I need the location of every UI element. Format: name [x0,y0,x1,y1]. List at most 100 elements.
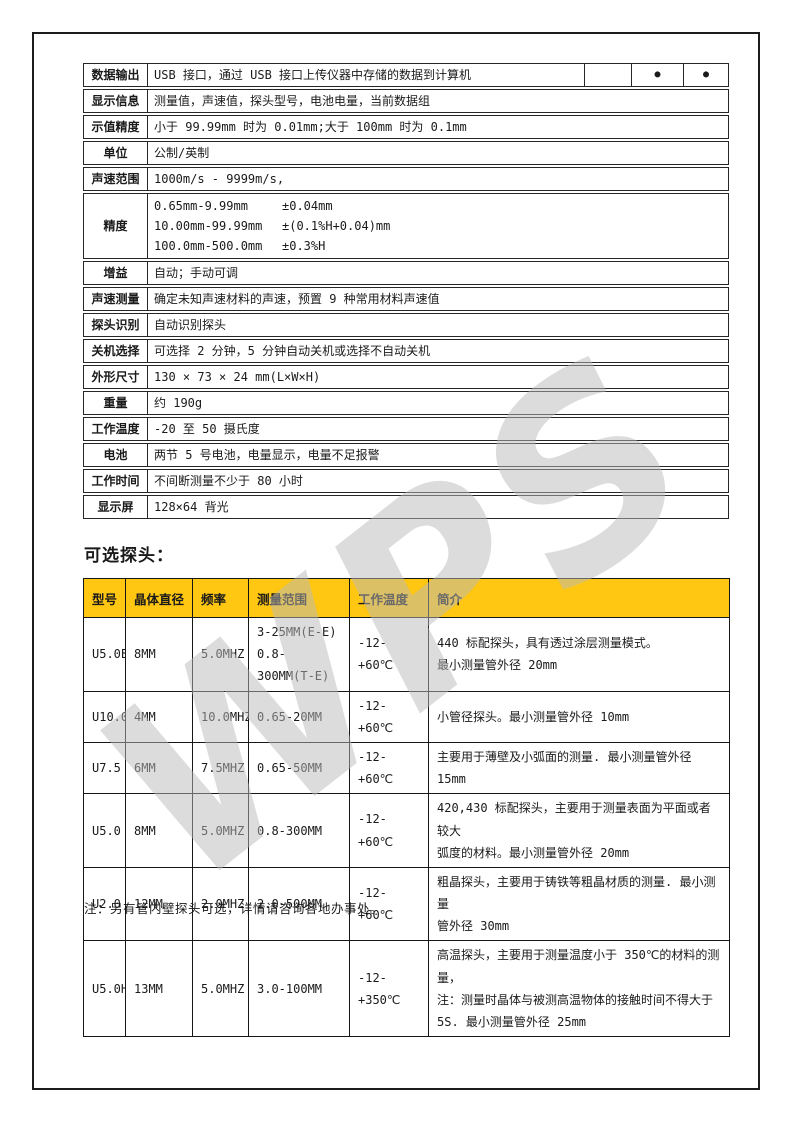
probe-frequency: 5.0MHZ [192,617,249,692]
spec-row-resolution: 示值精度 小于 99.99mm 时为 0.01mm;大于 100mm 时为 0.… [83,115,729,139]
probe-model: U5.0 [83,793,126,868]
probe-description: 主要用于薄壁及小弧面的测量. 最小测量管外径 15mm [428,741,730,795]
probe-description: 440 标配探头，具有透过涂层测量模式。 最小测量管外径 20mm [428,617,730,692]
column-header-working-temp: 工作温度 [349,578,429,618]
column-header-frequency: 频率 [192,578,249,618]
spec-value: 测量值，声速值，探头型号，电池电量，当前数据组 [148,89,729,113]
spec-label: 显示屏 [83,495,148,519]
probe-crystal: 8MM [125,617,193,692]
probe-range: 0.8-300MM [248,793,350,868]
spec-value: -20 至 50 摄氏度 [148,417,729,441]
spec-row-working-time: 工作时间 不间断测量不少于 80 小时 [83,469,729,493]
feature-dot: ● [684,63,729,87]
column-header-measure-range: 测量范围 [248,578,350,618]
spec-label: 精度 [83,193,148,259]
probe-temp: -12-+60℃ [349,617,429,692]
spec-row-probe-recognition: 探头识别 自动识别探头 [83,313,729,337]
accuracy-tolerance: ±0.04mm [282,199,333,213]
spec-value: 小于 99.99mm 时为 0.01mm;大于 100mm 时为 0.1mm [148,115,729,139]
probe-description: 420,430 标配探头，主要用于测量表面为平面或者较大 弧度的材料。最小测量管… [428,793,730,868]
spec-table: 数据输出 USB 接口，通过 USB 接口上传仪器中存储的数据到计算机 ● ● … [83,61,729,521]
probe-model: U7.5 [83,741,126,795]
spec-label: 关机选择 [83,339,148,363]
spec-row-gain: 增益 自动；手动可调 [83,261,729,285]
probe-row-u75: U7.5 6MM 7.5MHZ 0.65-50MM -12-+60℃ 主要用于薄… [83,741,730,795]
probe-model: U5.0HT [83,940,126,1038]
footnote: 注：另有管内壁探头可选，详情请咨询各地办事处。 [84,901,384,916]
spec-value: 128×64 背光 [148,495,729,519]
probe-temp: -12-+350℃ [349,940,429,1038]
spec-row-battery: 电池 两节 5 号电池，电量显示，电量不足报警 [83,443,729,467]
spec-label: 增益 [83,261,148,285]
section-heading-optional-probes: 可选探头： [84,546,174,566]
spec-label: 外形尺寸 [83,365,148,389]
probe-crystal: 13MM [125,940,193,1038]
probe-frequency: 5.0MHZ [192,793,249,868]
accuracy-tolerance: ±0.3%H [282,239,326,253]
spec-value: 两节 5 号电池，电量显示，电量不足报警 [148,443,729,467]
spec-value: 自动识别探头 [148,313,729,337]
accuracy-line: 10.00mm-99.99mm ±(0.1%H+0.04)mm [154,216,722,236]
accuracy-tolerance: ±(0.1%H+0.04)mm [282,219,391,233]
probe-model: U10.0 [83,690,126,743]
probe-description: 粗晶探头，主要用于铸铁等粗晶材质的测量. 最小测量 管外径 30mm [428,866,730,942]
spec-label: 声速测量 [83,287,148,311]
spec-value: USB 接口，通过 USB 接口上传仪器中存储的数据到计算机 [148,63,585,87]
probe-range: 0.65-20MM [248,690,350,743]
probe-crystal: 6MM [125,741,193,795]
spec-label: 探头识别 [83,313,148,337]
probe-model: U5.0E [83,617,126,692]
accuracy-range: 0.65mm-9.99mm [154,199,248,213]
spec-value: 自动；手动可调 [148,261,729,285]
spec-row-accuracy: 精度 0.65mm-9.99mm ±0.04mm 10.00mm-99.99mm ±… [83,193,729,259]
spec-row-data-output: 数据输出 USB 接口，通过 USB 接口上传仪器中存储的数据到计算机 ● ● [83,63,729,87]
column-header-crystal-diameter: 晶体直径 [125,578,193,618]
spec-value: 130 × 73 × 24 mm(L×W×H) [148,365,729,389]
probe-temp: -12-+60℃ [349,793,429,868]
spec-accuracy-cell: 0.65mm-9.99mm ±0.04mm 10.00mm-99.99mm ±(0.… [148,193,729,259]
probe-frequency: 7.5MHZ [192,741,249,795]
spec-label: 重量 [83,391,148,415]
spec-label: 显示信息 [83,89,148,113]
accuracy-line: 100.0mm-500.0mm ±0.3%H [154,236,722,256]
spec-row-weight: 重量 约 190g [83,391,729,415]
spec-row-display-info: 显示信息 测量值，声速值，探头型号，电池电量，当前数据组 [83,89,729,113]
probe-row-u50: U5.0 8MM 5.0MHZ 0.8-300MM -12-+60℃ 420,4… [83,793,730,868]
column-header-model: 型号 [83,578,126,618]
spec-row-units: 单位 公制/英制 [83,141,729,165]
spec-value: 不间断测量不少于 80 小时 [148,469,729,493]
probe-crystal: 8MM [125,793,193,868]
probe-description: 高温探头，主要用于测量温度小于 350℃的材料的测量， 注：测量时晶体与被测高温… [428,940,730,1038]
feature-dot: ● [632,63,684,87]
spec-row-display: 显示屏 128×64 背光 [83,495,729,519]
spec-label: 电池 [83,443,148,467]
spec-value: 确定未知声速材料的声速，预置 9 种常用材料声速值 [148,287,729,311]
probe-row-u20: U2.0 12MM 2.0MHZ 2.0-500MM -12-+60℃ 粗晶探头… [83,866,730,942]
spec-label: 示值精度 [83,115,148,139]
spec-row-operating-temp: 工作温度 -20 至 50 摄氏度 [83,417,729,441]
spec-row-dimensions: 外形尺寸 130 × 73 × 24 mm(L×W×H) [83,365,729,389]
probe-range: 3-25MM(E-E) 0.8-300MM(T-E) [248,617,350,692]
spec-label: 声速范围 [83,167,148,191]
spec-value: 1000m/s - 9999m/s, [148,167,729,191]
probe-crystal: 4MM [125,690,193,743]
spec-label: 数据输出 [83,63,148,87]
spec-row-velocity-measure: 声速测量 确定未知声速材料的声速，预置 9 种常用材料声速值 [83,287,729,311]
probe-frequency: 2.0MHZ [192,866,249,942]
spec-row-velocity-range: 声速范围 1000m/s - 9999m/s, [83,167,729,191]
probe-row-u100: U10.0 4MM 10.0MHZ 0.65-20MM -12-+60℃ 小管径… [83,690,730,743]
accuracy-range: 10.00mm-99.99mm [154,219,263,233]
probe-row-u50e: U5.0E 8MM 5.0MHZ 3-25MM(E-E) 0.8-300MM(T… [83,617,730,692]
probe-temp: -12-+60℃ [349,690,429,743]
spec-label: 单位 [83,141,148,165]
probe-frequency: 5.0MHZ [192,940,249,1038]
probe-row-u50ht: U5.0HT 13MM 5.0MHZ 3.0-100MM -12-+350℃ 高… [83,940,730,1038]
spec-value: 约 190g [148,391,729,415]
spec-value: 公制/英制 [148,141,729,165]
spec-value: 可选择 2 分钟，5 分钟自动关机或选择不自动关机 [148,339,729,363]
spec-label: 工作时间 [83,469,148,493]
column-header-description: 简介 [428,578,730,618]
spec-label: 工作温度 [83,417,148,441]
probe-range: 0.65-50MM [248,741,350,795]
probe-temp: -12-+60℃ [349,741,429,795]
